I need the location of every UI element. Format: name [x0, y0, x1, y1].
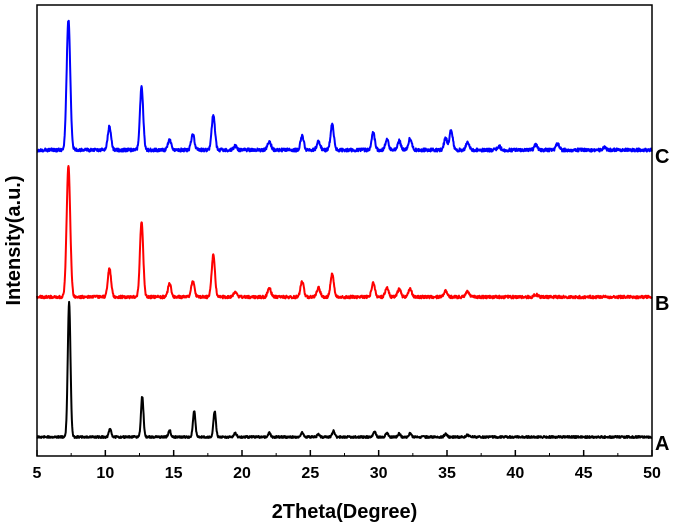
x-axis-ticks: 5 10 15 20 25 30 35 40 45 50 — [33, 450, 661, 482]
series-line-a — [36, 300, 653, 439]
x-axis-title: 2Theta(Degree) — [272, 501, 418, 523]
plot-frame — [36, 4, 653, 457]
y-axis-title: Intensity(a.u.) — [3, 175, 25, 305]
axis-layer — [36, 4, 653, 457]
x-tick-label: 50 — [643, 465, 661, 482]
series-label-b: B — [655, 293, 669, 315]
x-tick-label: 30 — [370, 465, 388, 482]
x-tick-label: 10 — [96, 465, 114, 482]
series-line-b — [36, 165, 653, 300]
x-tick-label: 15 — [165, 465, 183, 482]
series-line-c — [36, 19, 653, 153]
x-tick-label: 35 — [438, 465, 456, 482]
x-tick-label: 5 — [33, 465, 42, 482]
series-label-a: A — [655, 433, 669, 455]
series-labels: A B C — [655, 146, 669, 455]
series-layer — [36, 19, 653, 439]
x-tick-label: 25 — [301, 465, 319, 482]
x-tick-label: 40 — [506, 465, 524, 482]
series-label-c: C — [655, 146, 669, 168]
x-tick-label: 45 — [575, 465, 593, 482]
x-tick-label: 20 — [233, 465, 251, 482]
